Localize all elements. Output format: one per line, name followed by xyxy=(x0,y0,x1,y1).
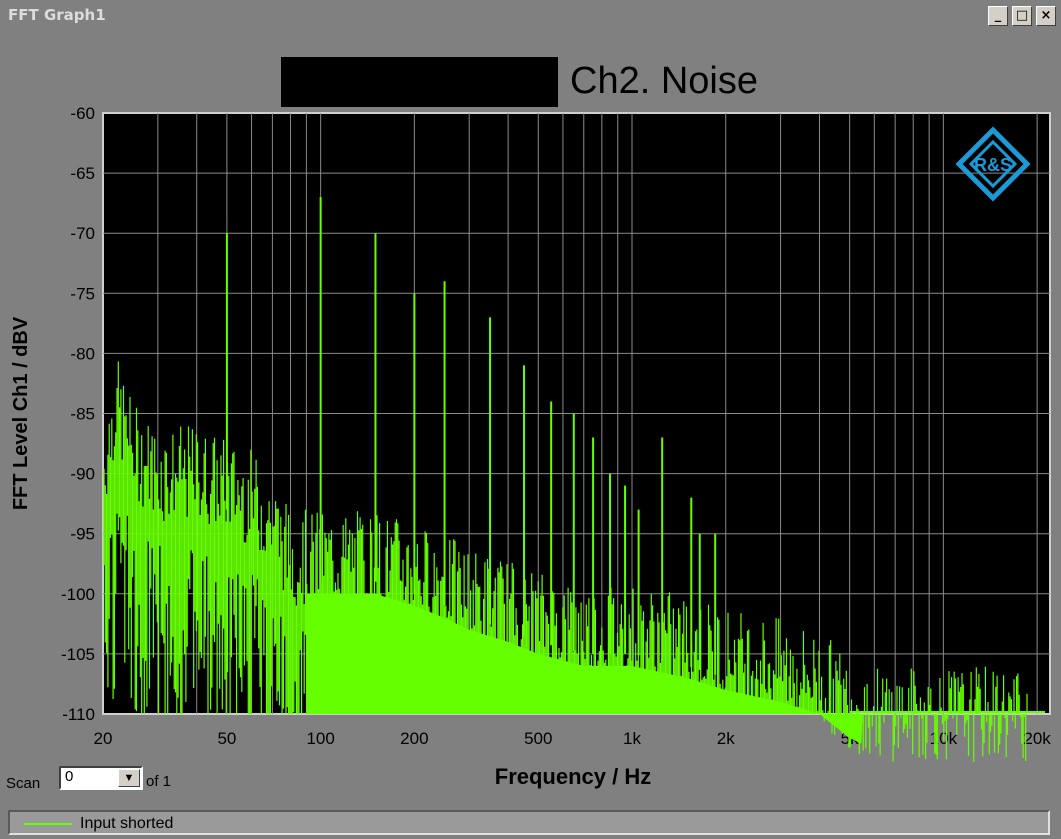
y-tick-label: -65 xyxy=(70,164,95,183)
maximize-button[interactable]: □ xyxy=(1012,6,1032,26)
redacted-title-block xyxy=(281,57,558,107)
logo-inner-diamond xyxy=(968,139,1018,189)
window-titlebar: FFT Graph1 _ □ × xyxy=(0,0,1061,32)
noise-trace xyxy=(103,197,1045,763)
y-axis-label: FFT Level Ch1 / dBV xyxy=(10,316,32,510)
y-tick-label: -105 xyxy=(61,645,95,664)
legend: Input shorted xyxy=(8,810,1050,835)
y-tick-label: -75 xyxy=(70,284,95,303)
minimize-button[interactable]: _ xyxy=(988,6,1008,26)
y-tick-label: -85 xyxy=(70,405,95,424)
window-title: FFT Graph1 xyxy=(8,6,106,24)
scan-label: Scan xyxy=(6,775,41,792)
y-tick-label: -95 xyxy=(70,525,95,544)
x-tick-label: 20 xyxy=(94,729,113,748)
y-tick-label: -100 xyxy=(61,585,95,604)
chevron-down-icon[interactable]: ▼ xyxy=(118,769,140,787)
series-fill xyxy=(306,593,863,744)
legend-label: Input shorted xyxy=(80,815,174,832)
legend-swatch xyxy=(24,823,72,825)
y-tick-label: -90 xyxy=(70,465,95,484)
x-tick-label: 1k xyxy=(623,729,641,748)
logo-outer-diamond xyxy=(955,126,1031,202)
rs-logo-icon: R&S xyxy=(955,126,1031,202)
x-tick-label: 50 xyxy=(217,729,236,748)
y-tick-label: -80 xyxy=(70,344,95,363)
close-button[interactable]: × xyxy=(1036,6,1056,26)
logo-letters: R&S xyxy=(974,155,1012,175)
y-tick-label: -110 xyxy=(62,705,95,724)
x-tick-label: 20k xyxy=(1023,729,1051,748)
scan-value: 0 xyxy=(65,768,74,785)
x-axis-label: Frequency / Hz xyxy=(495,764,651,789)
scan-select[interactable]: 0 ▼ xyxy=(59,766,143,790)
y-tick-label: -60 xyxy=(70,104,95,123)
x-tick-label: 200 xyxy=(400,729,428,748)
x-tick-label: 100 xyxy=(306,729,334,748)
x-tick-label: 500 xyxy=(524,729,552,748)
chart-title: Ch2. Noise xyxy=(570,60,758,102)
scan-of-label: of 1 xyxy=(146,773,172,790)
x-tick-label: 2k xyxy=(717,729,735,748)
y-tick-label: -70 xyxy=(70,224,95,243)
